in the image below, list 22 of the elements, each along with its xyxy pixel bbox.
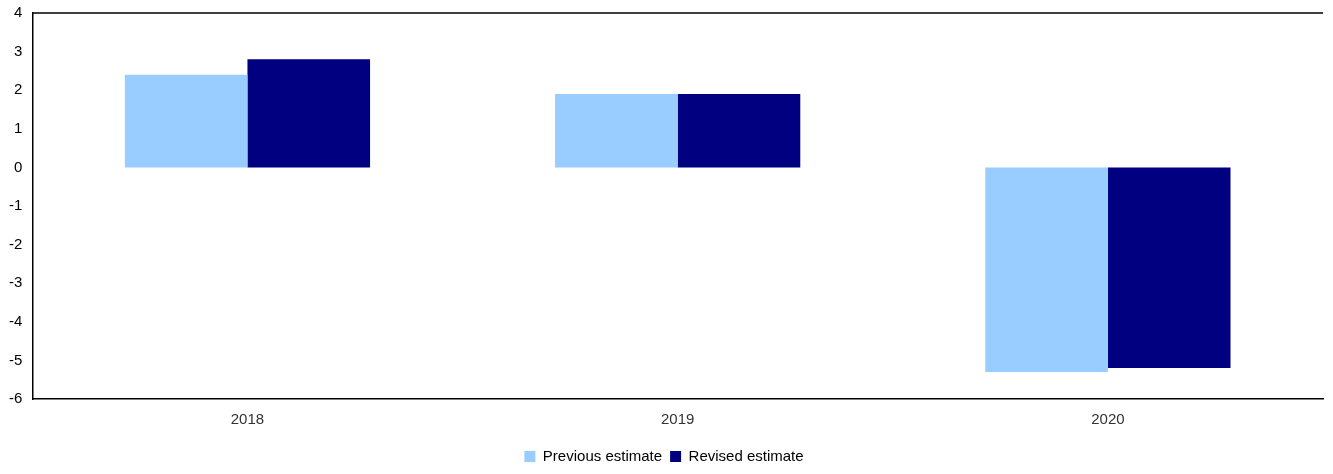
legend-label: Revised estimate (688, 446, 804, 464)
y-tick-label: -3 (8, 273, 23, 291)
y-tick-label: -2 (8, 234, 23, 252)
y-tick-label: -1 (8, 196, 23, 214)
bar (555, 94, 678, 168)
bar (1107, 167, 1231, 369)
y-tick-label: -4 (8, 311, 23, 329)
bar (124, 74, 248, 168)
bar (247, 59, 371, 168)
y-tick-label: 0 (13, 157, 23, 175)
y-tick-label: 4 (13, 3, 23, 21)
x-tick-label: 2019 (660, 410, 695, 428)
x-tick-label: 2020 (1091, 410, 1125, 428)
y-tick-label: 1 (13, 118, 23, 136)
x-tick-label: 2018 (230, 410, 265, 428)
bar (677, 94, 801, 168)
y-tick-label: 2 (13, 80, 23, 98)
y-tick-label: 3 (13, 41, 23, 59)
legend-label: Previous estimate (542, 446, 663, 464)
y-tick-label: -6 (8, 389, 23, 407)
bar (985, 167, 1108, 372)
y-tick-label: -5 (8, 350, 23, 368)
